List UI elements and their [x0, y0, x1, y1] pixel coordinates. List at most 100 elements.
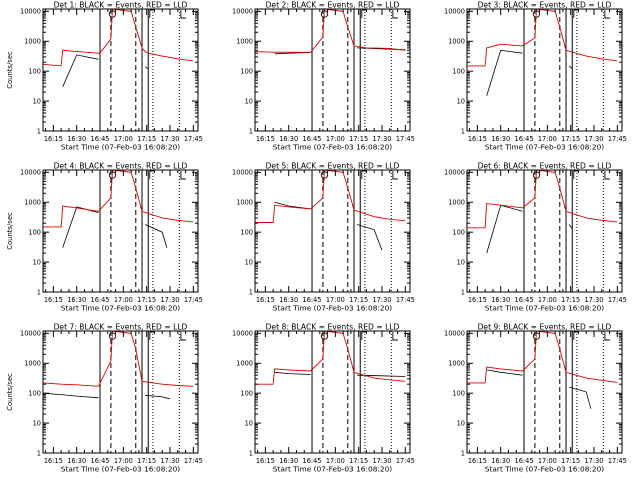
x-tick-label: 16:15: [468, 457, 487, 465]
y-axis-label: Counts/sec: [6, 51, 14, 89]
detector-panel-5: SFE11010010001000016:1516:3016:4517:0017…: [232, 162, 415, 313]
y-tick-label: 10: [33, 419, 41, 427]
y-tick-label: 10000: [232, 8, 253, 16]
x-tick-label: 17:45: [184, 135, 203, 143]
symbol-S: S: [108, 171, 117, 179]
x-tick-label: 17:00: [326, 135, 345, 143]
x-axis-label: Start Time (07-Feb-03 16:08:20): [61, 143, 180, 152]
y-tick-label: 1: [461, 288, 465, 296]
x-axis-label: Start Time (07-Feb-03 16:08:20): [273, 465, 392, 474]
y-tick-label: 1000: [24, 360, 41, 368]
x-tick-label: 17:00: [326, 457, 345, 465]
x-tick-label: 16:15: [44, 457, 63, 465]
series-line-events: [274, 47, 406, 55]
x-tick-label: 17:45: [608, 135, 627, 143]
x-tick-label: 17:15: [349, 296, 368, 304]
detector-panel-6: SFE11010010001000016:1516:3016:4517:0017…: [444, 162, 627, 313]
plot-frame: [42, 330, 199, 454]
x-tick-label: 17:45: [396, 135, 415, 143]
y-tick-label: 10: [245, 258, 253, 266]
x-tick-label: 17:00: [538, 135, 557, 143]
detector-panel-9: SFE11010010001000016:1516:3016:4517:0017…: [444, 323, 627, 474]
series-line-events: [62, 54, 149, 87]
x-tick-label: 17:45: [396, 296, 415, 304]
y-tick-label: 1: [461, 127, 465, 135]
series-line-events: [274, 201, 383, 251]
x-axis-label: Start Time (07-Feb-03 16:08:20): [485, 304, 604, 313]
plot-frame: [254, 330, 411, 454]
x-tick-label: 16:15: [256, 457, 275, 465]
y-tick-label: 10000: [20, 330, 41, 338]
x-tick-label: 17:30: [372, 296, 391, 304]
x-tick-label: 16:45: [303, 296, 322, 304]
x-tick-label: 16:45: [91, 135, 110, 143]
x-tick-label: 16:30: [67, 135, 86, 143]
x-tick-label: 17:30: [160, 457, 179, 465]
symbol-E: E: [392, 10, 398, 19]
series-line-lld: [467, 9, 618, 67]
y-tick-label: 1: [37, 288, 41, 296]
detector-panel-4: SFE11010010001000016:1516:3016:4517:0017…: [6, 162, 203, 313]
y-tick-label: 100: [28, 67, 41, 75]
x-tick-label: 17:00: [114, 296, 133, 304]
symbol-E: E: [180, 171, 186, 180]
symbol-E: E: [604, 10, 610, 19]
series-line-events: [486, 49, 573, 96]
detector-panel-8: SFE11010010001000016:1516:3016:4517:0017…: [232, 323, 415, 474]
x-tick-label: 17:00: [538, 457, 557, 465]
panel-title: Det 9: BLACK = Events, RED = LLD: [478, 323, 612, 332]
y-tick-label: 1: [37, 449, 41, 457]
y-tick-label: 10: [245, 419, 253, 427]
x-tick-label: 17:45: [184, 296, 203, 304]
plot-frame: [466, 169, 623, 293]
panel-title: Det 5: BLACK = Events, RED = LLD: [266, 162, 400, 171]
x-tick-label: 17:15: [561, 457, 580, 465]
x-axis-label: Start Time (07-Feb-03 16:08:20): [485, 143, 604, 152]
x-axis-label: Start Time (07-Feb-03 16:08:20): [61, 465, 180, 474]
plot-frame: [466, 8, 623, 132]
symbol-S: S: [320, 332, 329, 340]
y-tick-label: 10: [33, 97, 41, 105]
y-axis-label: Counts/sec: [6, 212, 14, 250]
y-tick-label: 100: [452, 228, 465, 236]
detector-panel-1: SFE11010010001000016:1516:3016:4517:0017…: [6, 1, 203, 152]
plot-frame: [42, 169, 199, 293]
series-line-lld: [467, 170, 618, 229]
detector-panel-2: SFE11010010001000016:1516:3016:4517:0017…: [232, 1, 415, 152]
y-tick-label: 1000: [236, 360, 253, 368]
x-tick-label: 17:30: [160, 296, 179, 304]
x-tick-label: 16:30: [491, 296, 510, 304]
x-tick-label: 16:30: [67, 457, 86, 465]
y-tick-label: 100: [240, 389, 253, 397]
symbol-E: E: [180, 10, 186, 19]
panel-title: Det 2: BLACK = Events, RED = LLD: [266, 1, 400, 10]
y-tick-label: 10: [457, 258, 465, 266]
y-tick-label: 10: [245, 97, 253, 105]
symbol-S: S: [108, 10, 117, 18]
y-tick-label: 1000: [448, 360, 465, 368]
x-tick-label: 17:30: [372, 135, 391, 143]
x-tick-label: 16:15: [44, 135, 63, 143]
x-tick-label: 17:30: [584, 296, 603, 304]
x-tick-label: 16:15: [256, 296, 275, 304]
series-line-events: [486, 369, 592, 409]
x-tick-label: 16:45: [91, 457, 110, 465]
series-line-lld: [255, 170, 406, 223]
y-tick-label: 100: [240, 67, 253, 75]
y-tick-label: 1000: [24, 38, 41, 46]
x-tick-label: 16:30: [67, 296, 86, 304]
x-tick-label: 16:30: [491, 135, 510, 143]
x-tick-label: 17:30: [372, 457, 391, 465]
y-tick-label: 100: [28, 389, 41, 397]
x-tick-label: 16:30: [279, 135, 298, 143]
y-tick-label: 100: [452, 389, 465, 397]
x-tick-label: 17:15: [137, 296, 156, 304]
panel-title: Det 6: BLACK = Events, RED = LLD: [478, 162, 612, 171]
plot-frame: [254, 8, 411, 132]
x-tick-label: 17:30: [160, 135, 179, 143]
x-tick-label: 16:45: [303, 135, 322, 143]
series-line-lld: [43, 9, 194, 67]
series-line-events: [62, 206, 168, 248]
series-line-events: [43, 392, 171, 400]
